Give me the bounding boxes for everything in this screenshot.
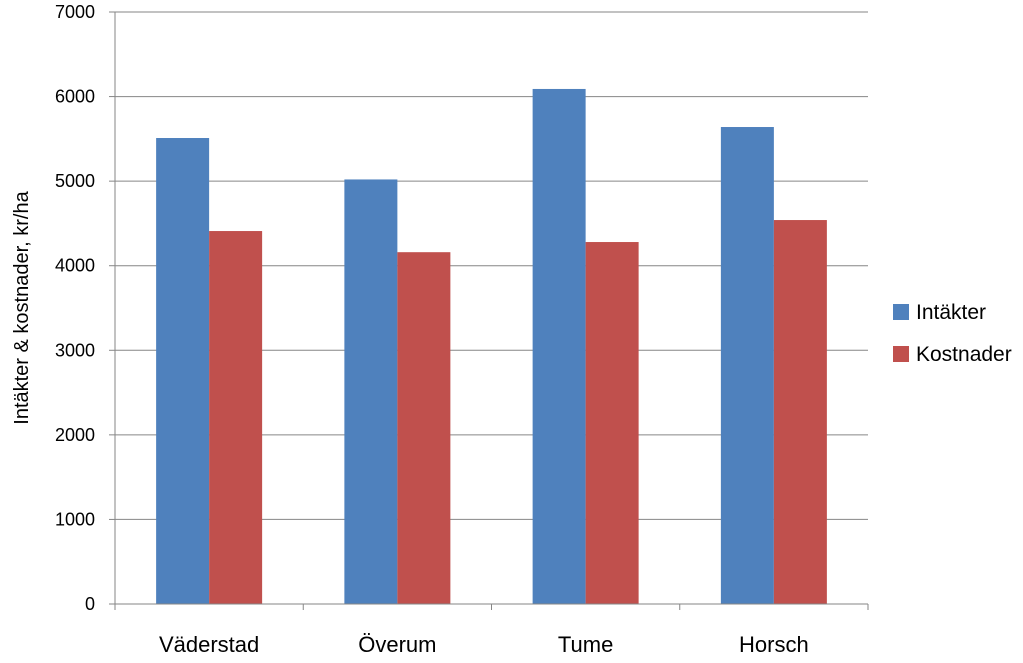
y-tick-label: 7000 [55, 2, 95, 22]
bar-intakter [720, 127, 774, 604]
bar-kostnader [397, 252, 451, 604]
legend-label: Intäkter [916, 301, 986, 324]
bar-intakter [344, 179, 398, 605]
y-tick-label: 3000 [55, 340, 95, 360]
x-category-label: Horsch [739, 632, 809, 657]
x-category-label: Väderstad [159, 632, 259, 657]
legend-swatch [893, 304, 909, 320]
legend: Intäkter Kostnader [893, 301, 1012, 366]
x-category-label: Tume [558, 632, 613, 657]
bar-kostnader [585, 242, 639, 604]
y-axis-ticks: 0 1000 2000 3000 4000 5000 6000 7000 [55, 2, 115, 614]
legend-label: Kostnader [916, 343, 1012, 366]
y-tick-label: 0 [85, 594, 95, 614]
y-tick-label: 5000 [55, 171, 95, 191]
y-tick-label: 6000 [55, 87, 95, 107]
legend-swatch [893, 346, 909, 362]
bar-intakter [532, 88, 586, 604]
y-tick-label: 1000 [55, 509, 95, 529]
y-axis-title: Intäkter & kostnader, kr/ha [11, 190, 33, 424]
x-category-label: Överum [358, 632, 436, 657]
bars [156, 88, 827, 605]
y-tick-label: 4000 [55, 256, 95, 276]
category-labels: Väderstad Överum Tume Horsch [159, 632, 809, 657]
bar-intakter [156, 138, 210, 605]
x-axis-ticks [114, 604, 869, 610]
bar-kostnader [209, 231, 263, 605]
bar-kostnader [773, 220, 827, 604]
y-tick-label: 2000 [55, 425, 95, 445]
